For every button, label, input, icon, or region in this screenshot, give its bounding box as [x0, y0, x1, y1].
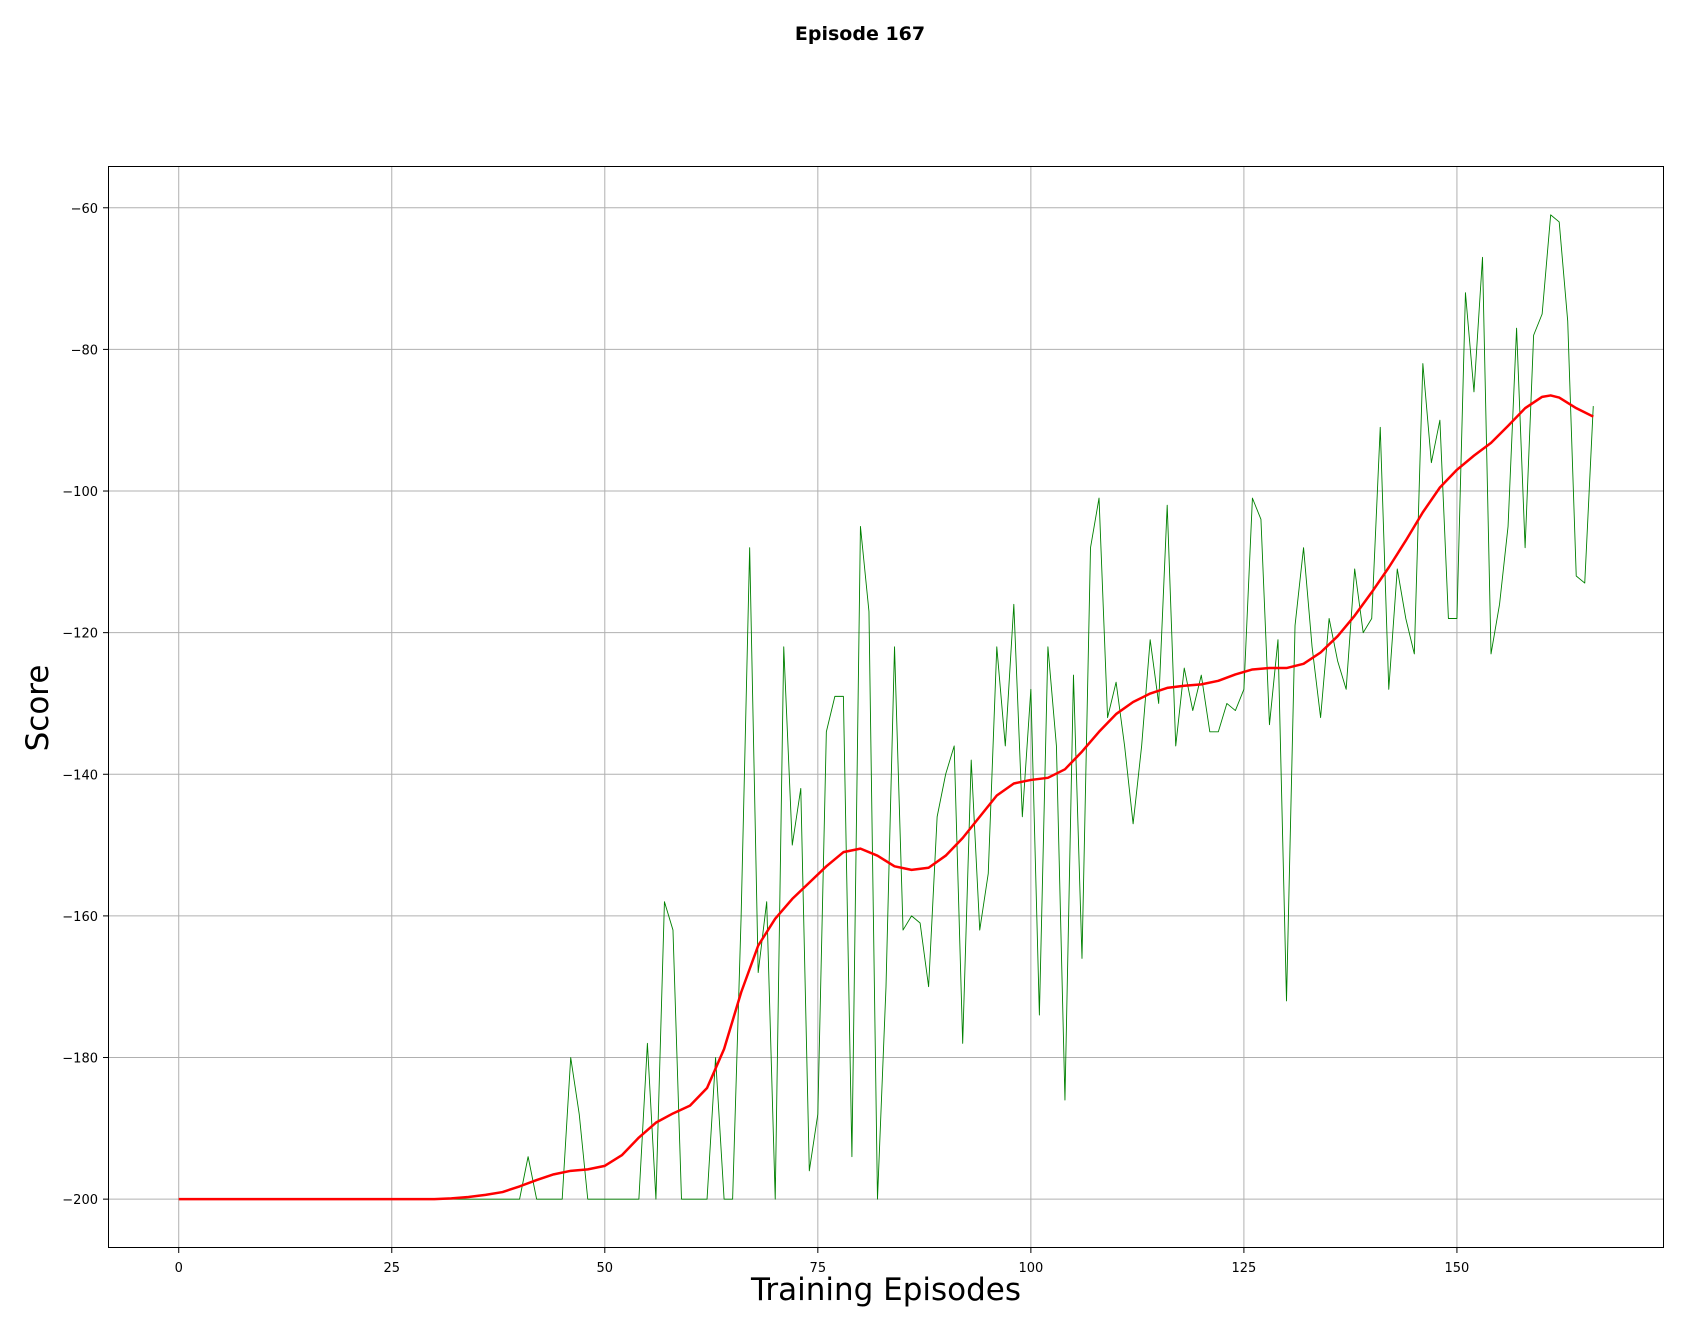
plot-frame — [108, 166, 1664, 1248]
y-tick-label: −120 — [62, 627, 98, 642]
grid-lines — [108, 166, 1664, 1248]
x-tick-label: 150 — [1445, 1261, 1470, 1276]
y-tick-label: −60 — [71, 202, 98, 217]
y-tick-label: −80 — [71, 343, 98, 358]
x-tick-label: 0 — [175, 1261, 183, 1276]
x-tick-label: 125 — [1231, 1261, 1256, 1276]
y-tick-label: −200 — [62, 1193, 98, 1208]
chart-title: Episode 167 — [795, 23, 925, 45]
x-tick-label: 100 — [1018, 1261, 1043, 1276]
y-axis-label: Score — [20, 665, 56, 752]
data-series — [178, 214, 1594, 1201]
y-tick-label: −180 — [62, 1052, 98, 1067]
smoothed-score-line — [178, 394, 1594, 1201]
axis-ticks: 0 25 50 75 100 125 150 −200 −180 −160 −140 −120 −100… — [62, 202, 1469, 1276]
y-tick-label: −100 — [62, 485, 98, 500]
x-axis-label: Training Episodes — [750, 1272, 1021, 1308]
x-tick-label: 50 — [597, 1261, 614, 1276]
y-tick-label: −140 — [62, 768, 98, 783]
x-tick-label: 25 — [383, 1261, 400, 1276]
y-tick-label: −160 — [62, 910, 98, 925]
x-tick-label: 75 — [810, 1261, 827, 1276]
plot-background — [108, 166, 1664, 1248]
